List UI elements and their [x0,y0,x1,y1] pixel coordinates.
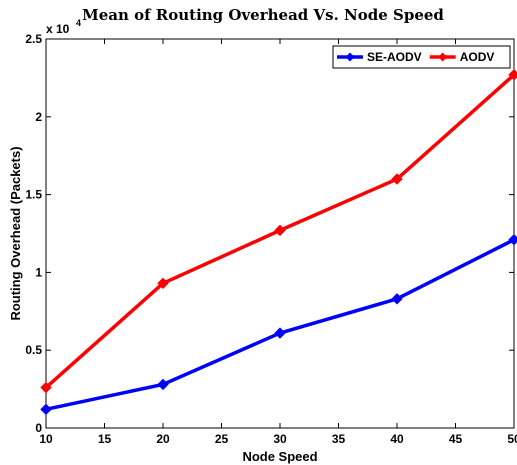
data-point-se-aodv [40,403,52,416]
y-tick-label: 0 [35,421,42,435]
y-axis-label: Routing Overhead (Packets) [8,146,23,320]
data-point-aodv [157,277,169,289]
y-tick-label: 1.5 [25,188,42,202]
x-tick-label: 30 [273,432,287,446]
x-tick-label: 15 [98,432,112,446]
data-point-se-aodv [274,327,286,339]
y-axis-multiplier-base: x 10 [46,22,70,36]
x-tick-label: 25 [215,432,229,446]
legend-label-se-aodv: SE-AODV [367,50,422,64]
data-point-se-aodv [157,378,169,391]
x-tick-label: 45 [449,432,463,446]
data-point-aodv [508,69,517,81]
y-tick-label: 2.5 [25,32,42,46]
x-tick-label: 50 [507,432,517,446]
series-layer [40,69,517,416]
legend-label-aodv: AODV [460,50,495,64]
x-axis-label: Node Speed [242,449,317,464]
x-axis: 10 15 20 25 30 35 40 45 50 [39,39,517,446]
x-tick-label: 10 [39,432,53,446]
data-point-aodv [274,224,286,237]
data-point-se-aodv [391,293,403,305]
chart-title: Mean of Routing Overhead Vs. Node Speed [82,6,444,24]
legend: SE-AODV AODV [332,45,511,69]
x-tick-label: 35 [332,432,346,446]
legend-marker-aodv [438,52,448,62]
y-axis-multiplier: x 10 4 [46,18,81,36]
data-point-aodv [391,173,403,185]
y-tick-label: 2 [35,110,42,124]
x-tick-label: 20 [156,432,170,446]
data-point-aodv [40,381,52,394]
y-tick-label: 0.5 [25,343,42,357]
legend-marker-se-aodv [345,52,355,62]
y-axis-multiplier-exponent: 4 [76,18,81,28]
x-tick-label: 40 [390,432,404,446]
y-axis: 0 0.5 1 1.5 2 2.5 [25,32,514,435]
data-point-se-aodv [508,234,517,246]
legend-box [332,45,511,69]
y-tick-label: 1 [35,265,42,279]
